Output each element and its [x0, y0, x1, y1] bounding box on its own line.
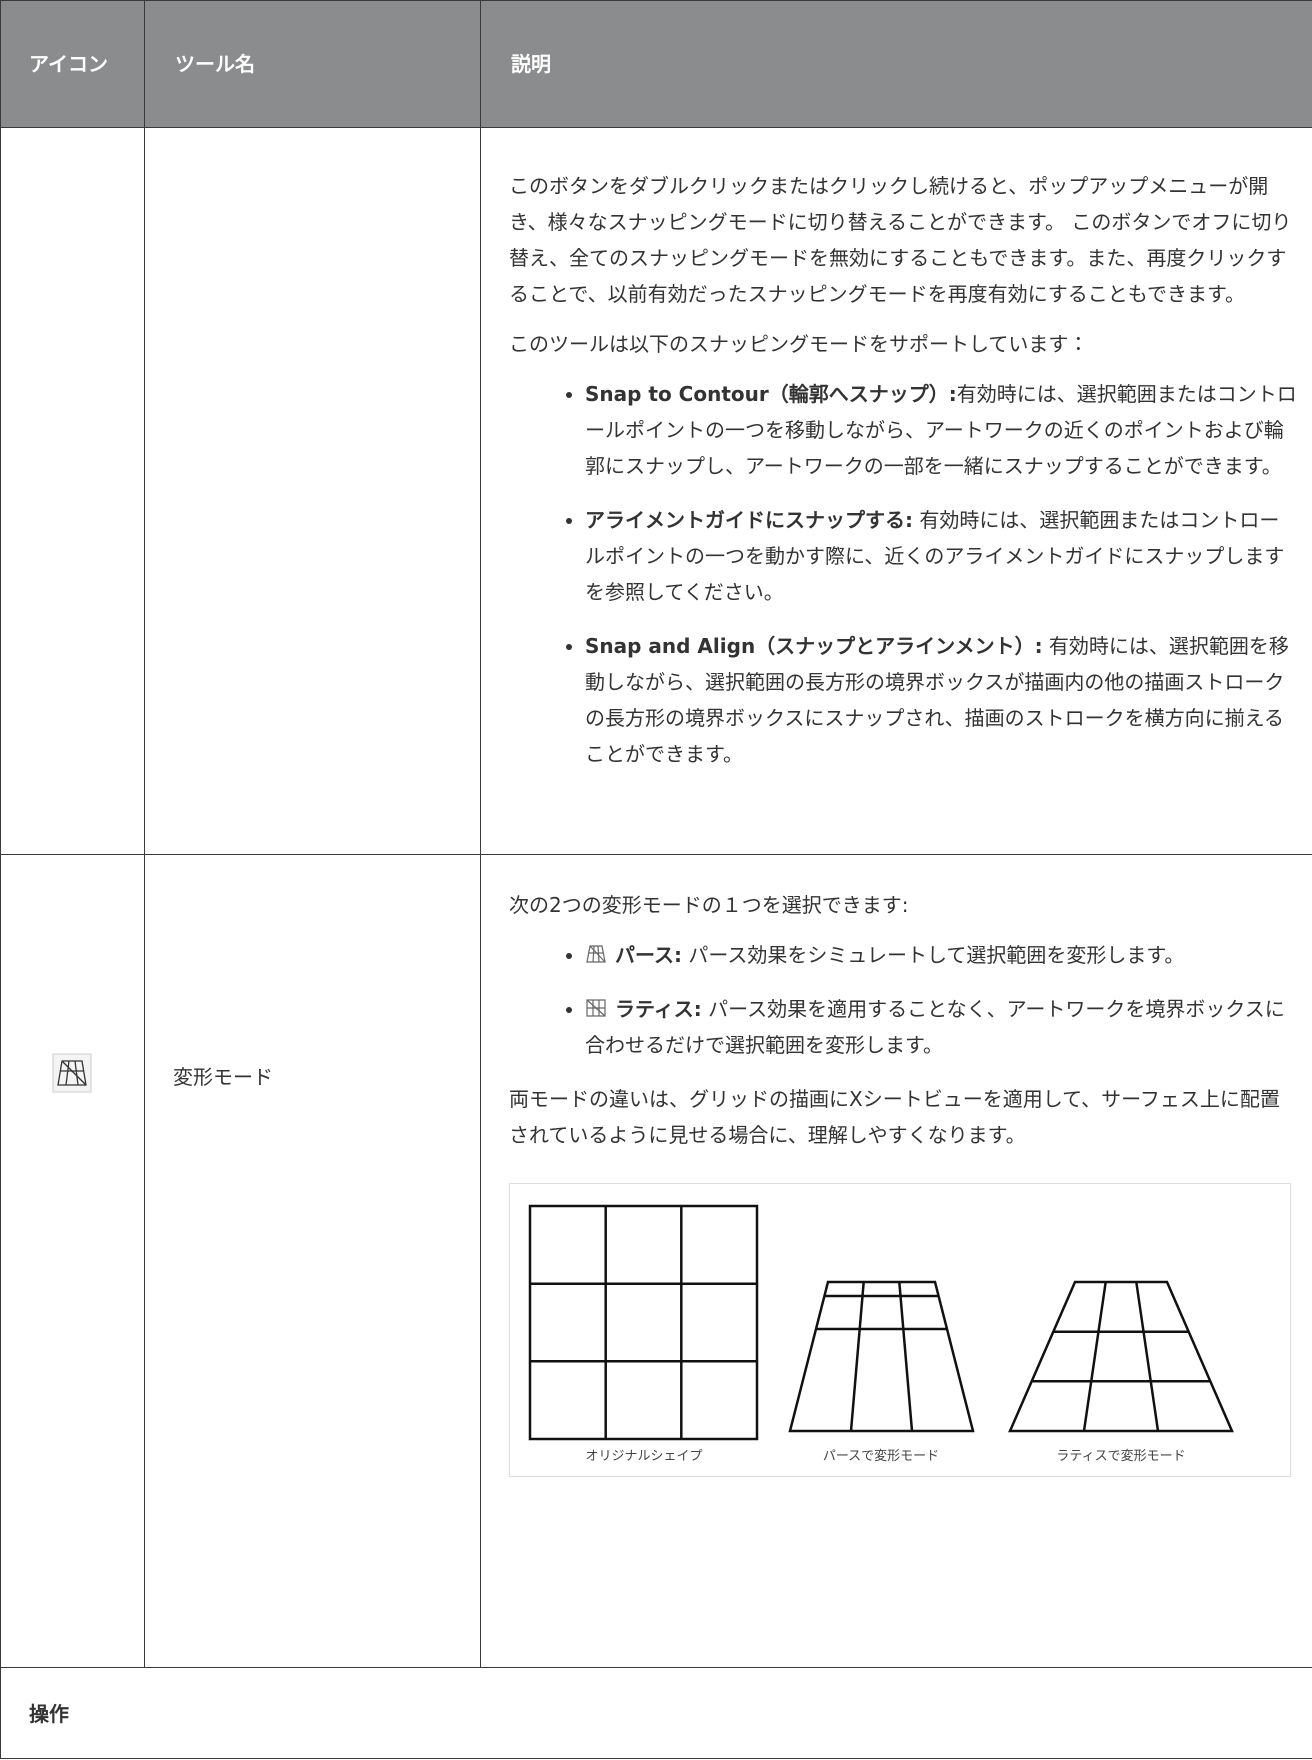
- mode-icon: [586, 945, 606, 963]
- term: アライメントガイドにスナップする:: [585, 508, 913, 532]
- icon-cell: [0, 854, 145, 1668]
- paragraph: 両モードの違いは、グリッドの描画にXシートビューを適用して、サーフェス上に配置さ…: [509, 1087, 1280, 1147]
- list-item: アライメントガイドにスナップする: 有効時には、選択範囲またはコントロールポイン…: [585, 502, 1298, 610]
- icon-shape: [597, 945, 600, 963]
- icon-shape: [592, 945, 595, 963]
- header-text: ツール名: [175, 52, 255, 76]
- table-row: 変形モード 次の2つの変形モードの１つを選択できます: パース: パース効果をシ…: [0, 854, 1312, 1668]
- paragraph: このツールは以下のスナッピングモードをサポートしています：: [509, 332, 1089, 356]
- item-text: 有効時には、選択範囲またはコントロールポイントの一つを移動しながら、アートワーク…: [585, 382, 1297, 478]
- term: ラティス:: [615, 997, 702, 1021]
- icon-shape: [586, 999, 606, 1017]
- icon-shape: [61, 1060, 87, 1086]
- name-cell: [144, 127, 481, 855]
- tool-icon: [52, 1053, 92, 1093]
- icon-frame: [52, 1053, 92, 1093]
- paragraph: このボタンをダブルクリックまたはクリックし続けると、ポップアップメニューが開き、…: [509, 174, 1292, 306]
- section-cell: 操作: [0, 1667, 1312, 1759]
- item-text: パース効果を適用することなく、アートワークを境界ボックスに合わせるだけで選択範囲…: [585, 997, 1285, 1057]
- section-heading: 操作: [29, 1702, 69, 1726]
- item-text: パース効果をシミュレートして選択範囲を変形します。: [682, 943, 1185, 967]
- item-text: 有効時には、選択範囲を移動しながら、選択範囲の長方形の境界ボックスが描画内の他の…: [585, 634, 1289, 766]
- grid-shape: [788, 1280, 975, 1433]
- list-item: ラティス: パース効果を適用することなく、アートワークを境界ボックスに合わせるだ…: [585, 991, 1298, 1063]
- grid-shape: [528, 1204, 759, 1441]
- name-cell: 変形モード: [144, 854, 481, 1668]
- header-cell: 説明: [480, 0, 1312, 128]
- icon-cell: [0, 127, 145, 855]
- term: Snap and Align（スナップとアラインメント）:: [585, 634, 1043, 658]
- table-row: このボタンをダブルクリックまたはクリックし続けると、ポップアップメニューが開き、…: [0, 127, 1312, 855]
- header-text: 説明: [511, 52, 551, 76]
- mode-icon: [586, 999, 606, 1017]
- grid-line: [1082, 1281, 1107, 1432]
- grid-line: [849, 1281, 865, 1432]
- figure: オリジナルシェイプ パースで変形モード ラティスで変形モード: [509, 1183, 1291, 1477]
- header-cell: アイコン: [0, 0, 145, 128]
- list: Snap to Contour（輪郭へスナップ）:有効時には、選択範囲またはコン…: [509, 376, 1298, 772]
- grid-line: [1135, 1281, 1160, 1432]
- header-cell: ツール名: [144, 0, 481, 128]
- header-text: アイコン: [29, 52, 108, 76]
- list: パース: パース効果をシミュレートして選択範囲を変形します。 ラティス: パース…: [509, 937, 1298, 1063]
- figure-caption: パースで変形モード: [823, 1448, 939, 1464]
- term: Snap to Contour（輪郭へスナップ）:: [585, 382, 957, 406]
- description-cell: このボタンをダブルクリックまたはクリックし続けると、ポップアップメニューが開き、…: [480, 127, 1312, 855]
- figure-caption: ラティスで変形モード: [1056, 1448, 1185, 1464]
- list-item: Snap and Align（スナップとアラインメント）: 有効時には、選択範囲…: [585, 628, 1298, 772]
- tool-name: 変形モード: [173, 1065, 273, 1089]
- figure-caption: オリジナルシェイプ: [585, 1449, 702, 1464]
- table-row: 操作: [0, 1667, 1312, 1759]
- grid-shape: [1008, 1280, 1234, 1433]
- grid-line: [898, 1281, 914, 1432]
- description-cell: 次の2つの変形モードの１つを選択できます: パース: パース効果をシミュレートし…: [480, 854, 1312, 1668]
- list-item: Snap to Contour（輪郭へスナップ）:有効時には、選択範囲またはコン…: [585, 376, 1298, 484]
- icon-shape: [65, 1060, 70, 1086]
- term: パース:: [615, 943, 682, 967]
- header-row: アイコン ツール名 説明: [0, 0, 1312, 128]
- icon-shape: [74, 1060, 79, 1086]
- paragraph: 次の2つの変形モードの１つを選択できます:: [509, 893, 909, 917]
- icon-shape: [589, 945, 606, 963]
- list-item: パース: パース効果をシミュレートして選択範囲を変形します。: [585, 937, 1298, 973]
- item-text: 有効時には、選択範囲またはコントロールポイントの一つを動かす際に、近くのアライメ…: [585, 508, 1285, 604]
